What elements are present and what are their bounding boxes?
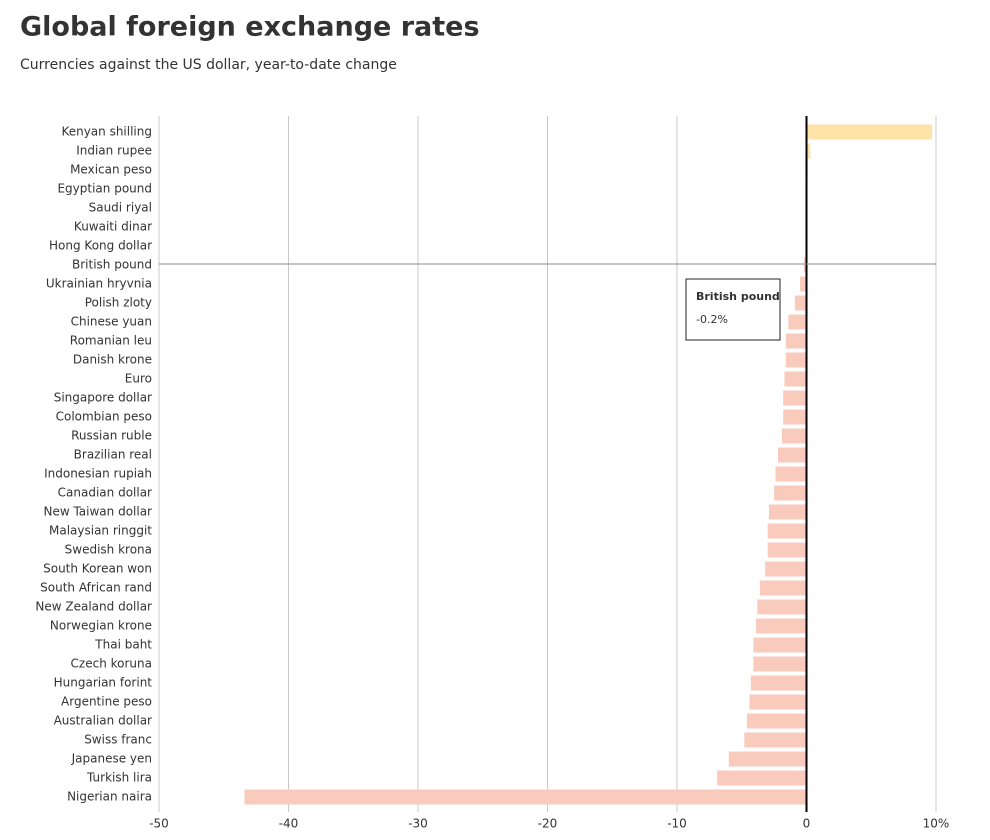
y-tick-label: Kuwaiti dinar [74, 220, 152, 234]
x-tick-label: -50 [149, 817, 169, 831]
chart-title: Global foreign exchange rates [20, 12, 480, 43]
bar [749, 694, 807, 710]
y-tick-label: Swiss franc [84, 733, 152, 747]
y-tick-label: South African rand [40, 581, 152, 595]
bar [781, 428, 807, 444]
tooltip-title: British pound [696, 290, 780, 303]
y-tick-label: Swedish krona [65, 543, 152, 557]
bar [753, 656, 807, 672]
bar [806, 124, 933, 140]
y-tick-label: Saudi riyal [89, 201, 152, 215]
bar [806, 143, 811, 159]
bar [785, 352, 807, 368]
y-tick-label: Polish zloty [85, 296, 152, 310]
tooltip-box [685, 278, 781, 341]
y-tick-label: Norwegian krone [50, 619, 152, 633]
y-tick-label: Russian ruble [71, 429, 152, 443]
y-tick-label: Euro [125, 372, 152, 386]
bar [768, 504, 807, 520]
y-tick-label: Thai baht [94, 638, 152, 652]
bar [803, 257, 807, 273]
y-tick-label: Mexican peso [70, 163, 152, 177]
y-tick-label: Hungarian forint [54, 676, 153, 690]
y-tick-label: Danish krone [73, 353, 152, 367]
bar [785, 333, 807, 349]
x-tick-label: -40 [279, 817, 299, 831]
y-tick-label: Turkish lira [86, 771, 152, 785]
bar [775, 466, 807, 482]
bar [757, 599, 807, 615]
y-tick-label: Ukrainian hryvnia [46, 277, 152, 291]
bar [783, 390, 807, 406]
y-tick-label: Kenyan shilling [61, 125, 152, 139]
y-tick-label: Argentine peso [61, 695, 152, 709]
bar [784, 371, 807, 387]
bar [244, 789, 807, 805]
bar [767, 523, 807, 539]
bar [728, 751, 807, 767]
bar [778, 447, 807, 463]
y-tick-label: Romanian leu [70, 334, 152, 348]
y-tick-label: Singapore dollar [54, 391, 152, 405]
bar [746, 713, 807, 729]
bar [755, 618, 807, 634]
bar [794, 295, 807, 311]
x-tick-label: 0 [803, 817, 811, 831]
y-tick-label: Egyptian pound [57, 182, 152, 196]
x-tick-label: -30 [408, 817, 428, 831]
bar [774, 485, 807, 501]
y-tick-label: Nigerian naira [67, 790, 152, 804]
x-tick-label: 10% [923, 817, 950, 831]
tooltip-value: -0.2% [696, 313, 728, 326]
y-tick-label: Malaysian ringgit [49, 524, 152, 538]
y-tick-label: New Taiwan dollar [43, 505, 152, 519]
x-tick-label: -10 [667, 817, 687, 831]
bar [717, 770, 807, 786]
y-tick-label: Australian dollar [54, 714, 152, 728]
bar [788, 314, 807, 330]
bar [753, 637, 807, 653]
y-tick-label: Chinese yuan [71, 315, 152, 329]
x-tick-label: -20 [538, 817, 558, 831]
bar [765, 561, 807, 577]
bar [759, 580, 807, 596]
y-tick-label: Brazilian real [74, 448, 152, 462]
bar [750, 675, 807, 691]
y-tick-label: South Korean won [43, 562, 152, 576]
y-tick-label: Hong Kong dollar [49, 239, 152, 253]
bar [783, 409, 807, 425]
y-tick-label: British pound [72, 258, 152, 272]
chart-subtitle: Currencies against the US dollar, year-t… [20, 57, 397, 73]
y-tick-label: New Zealand dollar [35, 600, 152, 614]
y-tick-label: Canadian dollar [58, 486, 152, 500]
y-tick-label: Colombian peso [56, 410, 152, 424]
bar [800, 276, 807, 292]
y-tick-label: Japanese yen [71, 752, 152, 766]
y-tick-label: Czech koruna [71, 657, 152, 671]
bar [767, 542, 807, 558]
bar [744, 732, 807, 748]
y-tick-label: Indian rupee [76, 144, 152, 158]
y-tick-label: Indonesian rupiah [44, 467, 152, 481]
